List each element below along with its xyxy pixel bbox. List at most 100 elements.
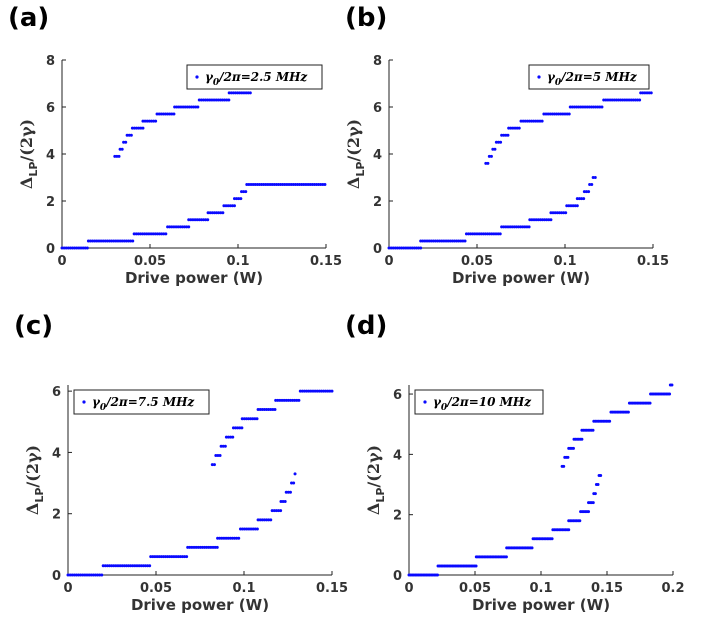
- data-point: [563, 112, 567, 116]
- data-point: [249, 183, 253, 187]
- data-point: [174, 555, 178, 559]
- data-point: [187, 105, 191, 109]
- data-point: [85, 246, 89, 250]
- data-point: [83, 246, 87, 250]
- data-point: [519, 119, 523, 123]
- data-point: [282, 398, 286, 402]
- chart-panel-2: (c) 0 0.05 0.1 0.15 0 2 4 6 Drive power (W) ΔLP/(2…: [14, 311, 348, 614]
- data-point: [262, 408, 266, 412]
- data-point: [608, 419, 612, 423]
- data-point: [575, 204, 579, 208]
- data-point: [309, 389, 313, 393]
- data-point: [214, 98, 218, 102]
- data-point: [469, 232, 473, 236]
- x-axis-label: Drive power (W): [472, 596, 610, 614]
- data-point: [221, 444, 225, 448]
- data-point: [450, 239, 454, 243]
- data-point: [105, 564, 109, 568]
- data-point: [187, 225, 191, 229]
- data-point: [251, 527, 255, 531]
- data-point: [626, 410, 630, 414]
- data-point: [281, 183, 285, 187]
- data-point: [276, 398, 280, 402]
- data-point: [237, 536, 241, 540]
- data-point: [247, 183, 251, 187]
- data-point: [489, 154, 493, 158]
- data-point: [143, 232, 147, 236]
- x-tick-label: 0: [57, 254, 66, 269]
- data-point: [599, 473, 603, 477]
- data-point: [122, 564, 126, 568]
- x-tick-label: 0.05: [140, 581, 172, 596]
- data-point: [181, 105, 185, 109]
- y-tick-label: 0: [46, 242, 55, 257]
- data-point: [153, 555, 157, 559]
- data-point: [321, 183, 325, 187]
- data-point: [589, 105, 593, 109]
- data-point: [317, 389, 321, 393]
- data-point: [573, 204, 577, 208]
- data-point: [113, 154, 117, 158]
- data-point: [161, 112, 165, 116]
- data-point: [298, 183, 302, 187]
- data-point: [244, 91, 248, 95]
- data-point: [494, 232, 498, 236]
- data-point: [136, 232, 140, 236]
- data-point: [176, 555, 180, 559]
- data-point: [580, 197, 584, 201]
- data-point: [221, 98, 225, 102]
- data-point: [279, 499, 283, 503]
- data-point: [68, 573, 72, 577]
- data-point: [232, 197, 236, 201]
- data-point: [523, 119, 527, 123]
- y-tick-label: 8: [373, 54, 382, 69]
- data-point: [246, 91, 250, 95]
- data-point: [514, 225, 518, 229]
- data-point: [230, 536, 234, 540]
- data-point: [168, 555, 172, 559]
- data-point: [398, 246, 402, 250]
- data-point: [585, 105, 589, 109]
- chart-panel-3: (d) 0 0.05 0.1 0.15 0.2 0 2 4 6 Drive power (W) ΔLP…: [345, 311, 685, 614]
- data-point: [553, 211, 557, 215]
- data-point: [218, 98, 222, 102]
- data-point: [536, 119, 540, 123]
- data-point: [212, 463, 216, 467]
- data-point: [271, 408, 275, 412]
- data-point: [120, 147, 124, 151]
- data-point: [519, 225, 523, 229]
- data-point: [285, 183, 289, 187]
- data-point: [567, 528, 571, 532]
- data-point: [129, 239, 133, 243]
- data-point: [549, 211, 553, 215]
- data-point: [155, 555, 159, 559]
- x-tick-label: 0.15: [310, 254, 342, 269]
- data-point: [493, 147, 497, 151]
- data-point: [623, 98, 627, 102]
- data-point: [627, 98, 631, 102]
- data-point: [175, 105, 179, 109]
- data-point: [290, 481, 294, 485]
- data-point: [291, 183, 295, 187]
- data-point: [404, 246, 408, 250]
- y-tick-label: 6: [373, 101, 382, 116]
- data-point: [231, 91, 235, 95]
- data-point: [629, 98, 633, 102]
- y-tick-label: 6: [393, 388, 402, 403]
- data-point: [62, 246, 66, 250]
- data-point: [298, 389, 302, 393]
- data-point: [532, 218, 536, 222]
- data-point: [552, 112, 556, 116]
- data-point: [308, 183, 312, 187]
- data-point: [222, 204, 226, 208]
- data-point: [300, 183, 304, 187]
- data-point: [530, 119, 534, 123]
- data-point: [444, 239, 448, 243]
- data-point: [247, 527, 251, 531]
- data-point: [631, 98, 635, 102]
- data-point: [279, 509, 283, 513]
- data-point: [185, 225, 189, 229]
- data-point: [168, 225, 172, 229]
- data-point: [509, 126, 513, 130]
- data-point: [89, 573, 93, 577]
